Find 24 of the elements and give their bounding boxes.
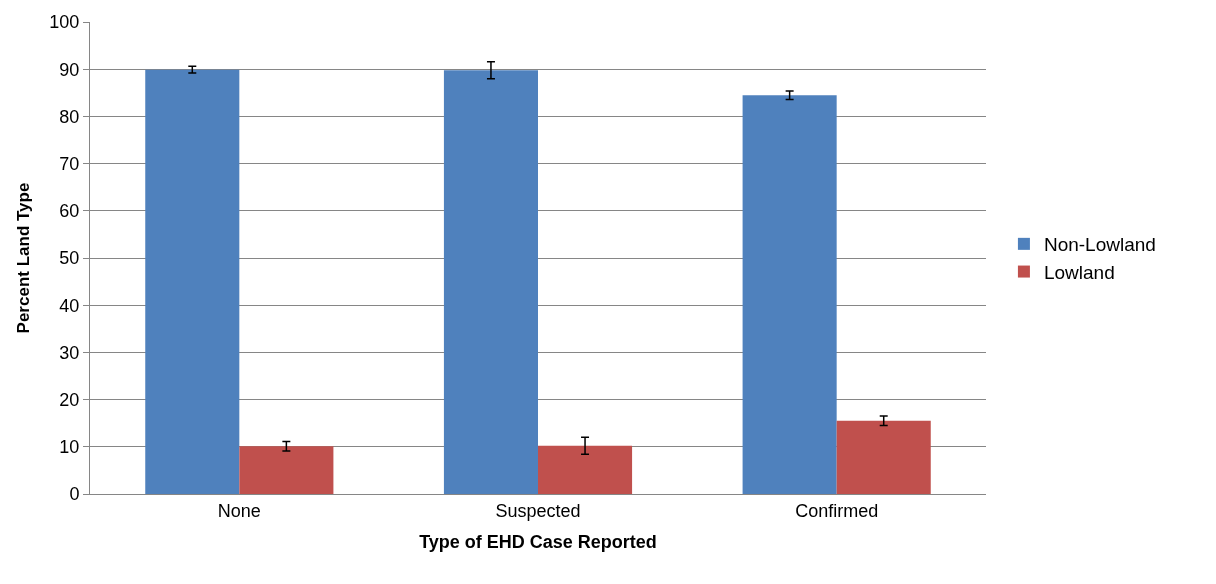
y-tick-label: 10 <box>59 437 80 458</box>
bar <box>239 446 334 494</box>
x-tick-label: Suspected <box>495 500 581 521</box>
x-axis-title: Type of EHD Case Reported <box>419 531 657 552</box>
y-tick-label: 60 <box>59 201 80 222</box>
bar <box>145 69 240 494</box>
bar <box>538 445 633 494</box>
legend-label: Lowland <box>1043 261 1115 283</box>
bar <box>836 420 931 494</box>
y-tick-label: 40 <box>59 295 80 316</box>
y-tick-label: 50 <box>59 248 80 269</box>
y-tick-label: 30 <box>59 342 80 363</box>
x-tick-label: Confirmed <box>795 500 879 521</box>
bar <box>742 95 837 494</box>
y-tick-label: 0 <box>69 484 80 505</box>
legend-label: Non-Lowland <box>1043 234 1156 256</box>
y-tick-label: 70 <box>59 153 80 174</box>
y-axis-title: Percent Land Type <box>13 182 33 334</box>
x-tick-label: None <box>217 500 261 521</box>
bar <box>443 70 538 494</box>
y-tick-label: 100 <box>49 12 80 33</box>
y-tick-label: 90 <box>59 59 80 80</box>
y-tick-label: 80 <box>59 106 80 127</box>
y-tick-label: 20 <box>59 389 80 410</box>
